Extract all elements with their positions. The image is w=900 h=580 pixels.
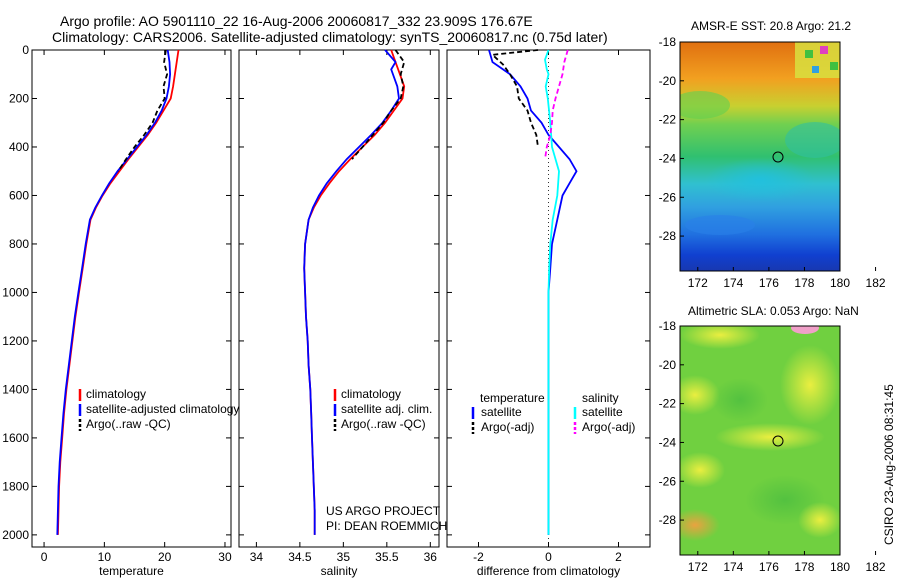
legend-label: Argo(-adj)	[582, 420, 635, 434]
legend-label: satellite	[481, 405, 522, 419]
x-tick-label: 30	[218, 550, 232, 564]
series-line-salinity-satellite	[544, 49, 560, 535]
series-line-salinity-argo-adj-	[544, 49, 569, 160]
map-y-tick-label: -28	[659, 513, 677, 527]
map-y-tick-label: -24	[659, 435, 677, 449]
y-tick-label: 2000	[2, 528, 29, 542]
map-y-tick-label: -26	[659, 190, 677, 204]
project-note-line1: US ARGO PROJECT	[326, 504, 441, 518]
legend-label: climatology	[341, 387, 401, 401]
series-line-satellite-adjusted-climatology	[56, 49, 172, 535]
map-y-tick-label: -22	[659, 113, 677, 127]
y-tick-label: 0	[22, 43, 29, 57]
series-line-climatology	[57, 49, 180, 535]
legend-heading-salinity: salinity	[582, 391, 619, 405]
y-tick-label: 600	[9, 188, 29, 202]
y-tick-label: 400	[9, 140, 29, 154]
map-y-tick-label: -18	[659, 319, 677, 333]
map-x-tick-label: 182	[866, 560, 886, 574]
x-axis-label: difference from climatology	[477, 564, 620, 578]
series-line-argo-raw-qc-	[117, 49, 169, 172]
map-y-tick-label: -28	[659, 229, 677, 243]
plot-frame	[238, 49, 440, 548]
salinity-profile-panel: 34 34.5 35 35.5 36 salinity climatologysatelli…	[238, 49, 440, 578]
series-line-argo-raw-qc-	[351, 49, 406, 160]
map-x-tick-label: 176	[759, 560, 779, 574]
plot-frame	[31, 49, 232, 548]
sla-map-title: Altimetric SLA: 0.053 Argo: NaN	[688, 304, 859, 318]
sst-heatmap	[680, 42, 840, 271]
map-x-tick-label: 172	[688, 276, 708, 290]
series-line-climatology	[303, 49, 406, 535]
map-x-tick-label: 178	[794, 276, 814, 290]
figure-title-line2: Climatology: CARS2006. Satellite-adjuste…	[52, 29, 608, 45]
x-tick-label: 20	[158, 550, 172, 564]
x-tick-label: 10	[98, 550, 112, 564]
y-tick-label: 1600	[2, 431, 29, 445]
map-x-tick-label: 182	[866, 276, 886, 290]
temperature-profile-panel: 0 10 20 30 temperature 0 200 400 600 800 1000 1200 1…	[2, 43, 239, 578]
series-line-temperature-satellite	[488, 49, 578, 535]
x-tick-label: 2	[615, 550, 622, 564]
legend-label: satellite	[582, 405, 623, 419]
legend-label: Argo(..raw -QC)	[86, 417, 171, 431]
series-line-temperature-argo-adj-	[490, 49, 539, 148]
sst-map-panel: AMSR-E SST: 20.8 Argo: 21.2 172 174 176 178…	[659, 19, 886, 290]
y-tick-label: 200	[9, 91, 29, 105]
map-x-tick-label: 172	[688, 560, 708, 574]
side-stamp: CSIRO 23-Aug-2006 08:31:45	[882, 384, 896, 545]
sst-map-title: AMSR-E SST: 20.8 Argo: 21.2	[691, 19, 851, 33]
x-tick-label: 35.5	[375, 550, 399, 564]
legend-heading-temperature: temperature	[480, 391, 545, 405]
map-x-tick-label: 176	[759, 276, 779, 290]
legend-label: satellite adj. clim.	[341, 402, 432, 416]
x-axis-label: salinity	[321, 564, 358, 578]
map-x-tick-label: 180	[830, 276, 850, 290]
x-tick-label: 35	[337, 550, 351, 564]
legend-label: Argo(..raw -QC)	[341, 417, 426, 431]
figure-title-line1: Argo profile: AO 5901110_22 16-Aug-2006 …	[60, 13, 533, 29]
y-tick-label: 800	[9, 237, 29, 251]
map-x-tick-label: 174	[723, 560, 743, 574]
x-tick-label: 34.5	[288, 550, 312, 564]
x-tick-label: 36	[424, 550, 438, 564]
y-tick-label: 1800	[2, 479, 29, 493]
x-tick-label: 0	[545, 550, 552, 564]
map-y-tick-label: -26	[659, 474, 677, 488]
x-tick-label: 34	[250, 550, 264, 564]
map-x-tick-label: 180	[830, 560, 850, 574]
x-tick-label: 0	[41, 550, 48, 564]
sst-argo-location-marker	[772, 151, 784, 163]
map-y-tick-label: -18	[659, 35, 677, 49]
map-y-tick-label: -22	[659, 397, 677, 411]
sla-argo-location-marker	[772, 435, 784, 447]
legend-label: climatology	[86, 387, 146, 401]
legend-label: Argo(-adj)	[481, 420, 534, 434]
map-x-tick-label: 178	[794, 560, 814, 574]
y-tick-label: 1200	[2, 334, 29, 348]
project-note-line2: PI: DEAN ROEMMICH	[326, 519, 447, 533]
map-y-tick-label: -20	[659, 358, 677, 372]
sla-map-panel: Altimetric SLA: 0.053 Argo: NaN 172 174 17…	[659, 304, 886, 574]
map-y-tick-label: -20	[659, 74, 677, 88]
map-x-tick-label: 174	[723, 276, 743, 290]
legend-label: satellite-adjusted climatology	[86, 402, 239, 416]
map-y-tick-label: -24	[659, 151, 677, 165]
sla-heatmap	[680, 326, 840, 555]
x-axis-label: temperature	[99, 564, 164, 578]
y-tick-label: 1400	[2, 382, 29, 396]
y-tick-label: 1000	[2, 285, 29, 299]
x-tick-label: -2	[473, 550, 484, 564]
